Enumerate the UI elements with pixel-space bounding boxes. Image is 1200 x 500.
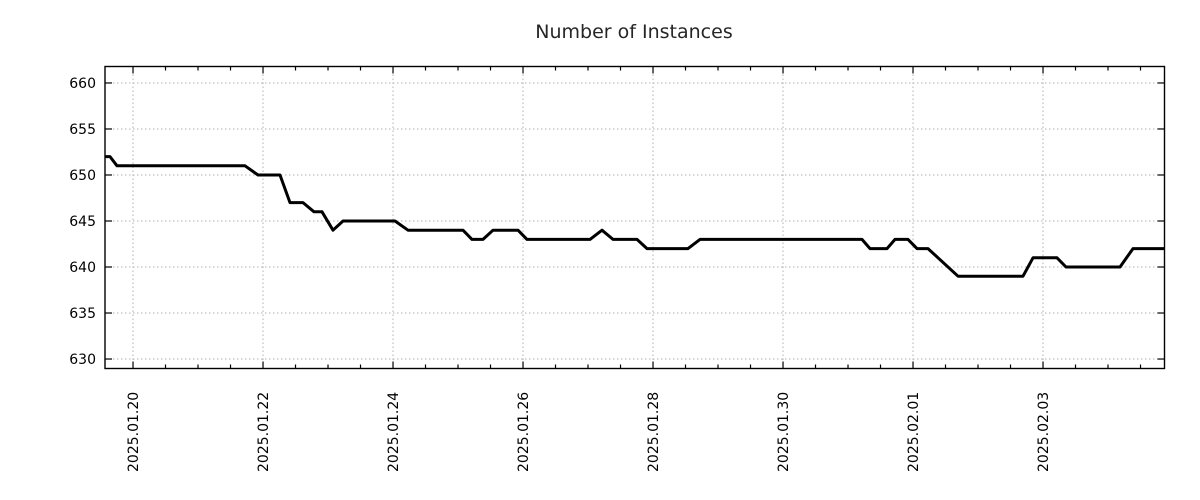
x-tick-label: 2025.01.20 <box>126 392 142 472</box>
x-tick-label: 2025.01.24 <box>386 392 402 472</box>
x-tick-label: 2025.01.22 <box>256 392 272 472</box>
y-tick-label: 645 <box>69 214 96 230</box>
y-tick-label: 655 <box>69 122 96 138</box>
series-line <box>105 155 1165 278</box>
x-tick-label: 2025.02.03 <box>1036 392 1052 472</box>
y-tick-label: 640 <box>69 260 96 276</box>
x-tick-label: 2025.01.30 <box>776 392 792 472</box>
y-tick-label: 650 <box>69 168 96 184</box>
x-tick-label: 2025.01.28 <box>646 392 662 472</box>
y-axis-tick-labels: 630 635 640 645 650 655 660 <box>69 76 96 368</box>
y-tick-label: 660 <box>69 76 96 92</box>
y-tick-label: 635 <box>69 306 96 322</box>
x-tick-label: 2025.01.26 <box>516 392 532 472</box>
y-tick-label: 630 <box>69 352 96 368</box>
chart-title: Number of Instances <box>535 21 732 43</box>
plot-border <box>104 65 1166 370</box>
axis-ticks <box>105 66 1165 369</box>
gridlines <box>105 66 1165 369</box>
x-axis-tick-labels: 2025.01.20 2025.01.22 2025.01.24 2025.01.26… <box>126 392 1052 472</box>
x-tick-label: 2025.02.01 <box>906 392 922 472</box>
